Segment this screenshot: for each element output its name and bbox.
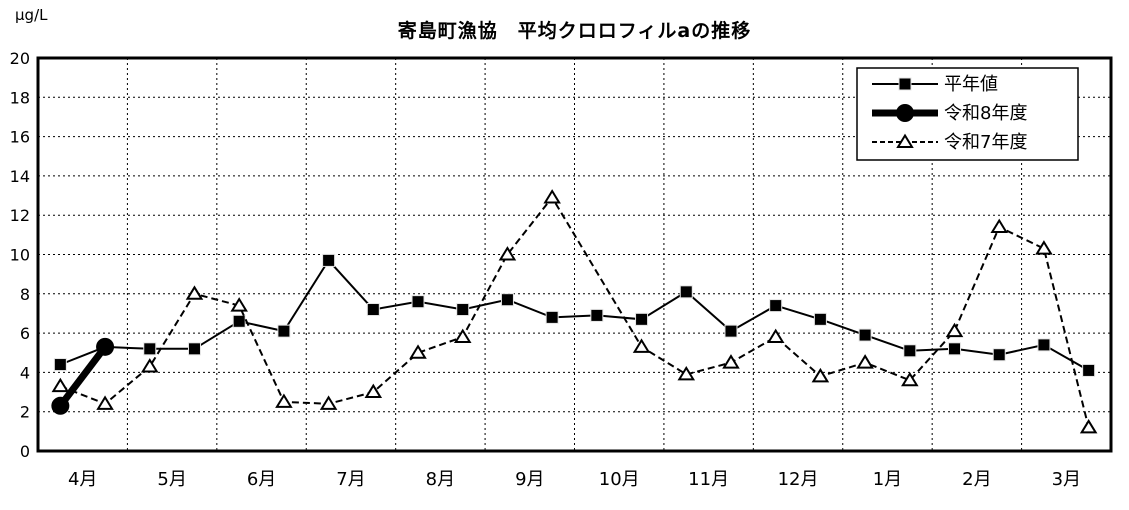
y-tick-label: 2 — [20, 403, 30, 422]
x-tick-label: 7月 — [336, 469, 365, 490]
series-line-r8 — [57, 344, 108, 408]
chart-title: 寄島町漁協 平均クロロフィルaの推移 — [397, 20, 752, 42]
marker-normal — [456, 303, 470, 317]
series-line-normal — [60, 258, 1090, 372]
plot-border — [36, 56, 1113, 453]
marker-r7 — [51, 377, 70, 393]
marker-normal — [366, 303, 380, 317]
marker-r7 — [722, 354, 740, 369]
y-tick-label: 20 — [10, 49, 30, 68]
legend-label-r8: 令和8年度 — [944, 103, 1027, 124]
y-tick-label: 18 — [10, 88, 30, 107]
marker-normal — [858, 328, 872, 342]
x-tick-label: 5月 — [157, 469, 186, 490]
marker-r7 — [409, 344, 427, 359]
marker-normal — [187, 342, 201, 356]
legend-marker-r8 — [896, 104, 914, 122]
x-tick-label: 6月 — [247, 469, 276, 490]
marker-r7 — [1079, 418, 1098, 434]
x-tick-label: 3月 — [1052, 469, 1081, 490]
series-line-r7 — [60, 195, 1090, 428]
marker-r7 — [453, 328, 472, 344]
marker-r7 — [140, 358, 159, 373]
marker-r7 — [230, 297, 248, 312]
y-tick-label: 10 — [10, 246, 30, 265]
marker-normal — [277, 324, 291, 338]
marker-normal — [903, 344, 917, 358]
marker-normal — [545, 310, 559, 324]
x-tick-label: 4月 — [68, 469, 97, 490]
marker-r7 — [96, 395, 114, 410]
marker-r7 — [945, 322, 964, 338]
marker-normal — [1037, 338, 1051, 352]
marker-normal — [322, 253, 336, 267]
marker-normal — [769, 299, 783, 313]
x-tick-label: 10月 — [599, 469, 640, 490]
marker-r7 — [275, 393, 293, 408]
marker-normal — [724, 324, 738, 338]
marker-normal — [143, 342, 157, 356]
legend-marker-normal — [898, 77, 912, 91]
legend-label-normal: 平年値 — [944, 74, 998, 95]
y-tick-label: 0 — [20, 442, 30, 461]
marker-normal — [1082, 363, 1096, 377]
marker-r7 — [364, 383, 383, 399]
y-tick-label: 16 — [10, 128, 30, 147]
marker-r7 — [543, 189, 561, 204]
y-tick-label: 14 — [10, 167, 30, 186]
marker-normal — [411, 295, 425, 309]
marker-r7 — [811, 367, 830, 383]
y-tick-label: 8 — [20, 285, 30, 304]
marker-normal — [635, 312, 649, 326]
y-axis-unit-label: μg/L — [15, 6, 48, 24]
marker-r7 — [856, 354, 874, 369]
marker-normal — [590, 308, 604, 322]
y-tick-label: 12 — [10, 206, 30, 225]
marker-normal — [679, 285, 693, 299]
marker-normal — [232, 314, 246, 328]
x-tick-label: 11月 — [688, 469, 729, 490]
x-tick-label: 2月 — [962, 469, 991, 490]
marker-normal — [53, 358, 67, 372]
marker-r7 — [1035, 240, 1053, 255]
marker-r7 — [901, 371, 919, 387]
marker-r7 — [185, 285, 204, 300]
legend-marker-r7 — [896, 133, 914, 148]
marker-r8 — [51, 396, 70, 415]
marker-r7 — [498, 246, 517, 261]
x-tick-label: 12月 — [778, 469, 819, 490]
y-tick-label: 6 — [20, 324, 30, 343]
marker-normal — [500, 293, 514, 307]
x-tick-label: 9月 — [515, 469, 544, 490]
y-tick-label: 4 — [20, 363, 30, 382]
marker-r7 — [319, 395, 338, 410]
marker-r7 — [632, 338, 651, 353]
marker-r7 — [677, 365, 696, 381]
x-tick-label: 8月 — [426, 469, 455, 490]
marker-r7 — [766, 328, 785, 344]
marker-r7 — [990, 218, 1009, 233]
marker-normal — [813, 312, 827, 326]
x-tick-label: 1月 — [873, 469, 902, 490]
legend-label-r7: 令和7年度 — [944, 132, 1027, 153]
marker-r8 — [96, 337, 115, 356]
marker-normal — [992, 348, 1006, 362]
marker-normal — [948, 342, 962, 356]
